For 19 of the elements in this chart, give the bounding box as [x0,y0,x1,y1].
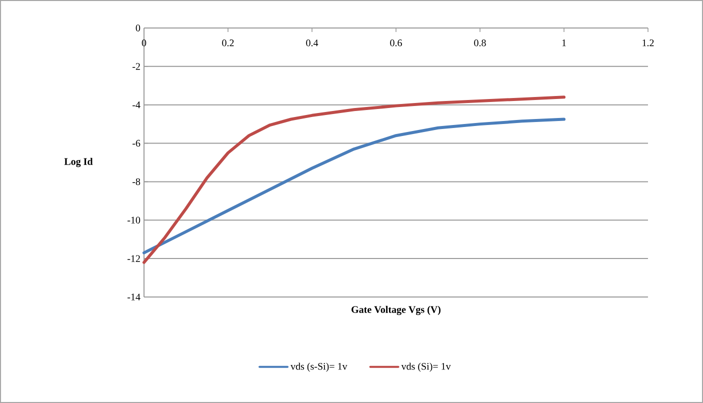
x-tick-label: 1.2 [642,40,654,46]
y-tick-label: -8 [132,178,140,186]
x-tick-label: 0.8 [474,40,486,46]
legend-label: vds (Si)= 1v [401,362,451,372]
y-tick-label: -2 [132,63,140,70]
y-axis-title: Log Id [64,158,93,168]
x-tick-label: 0.2 [222,40,234,46]
x-tick-label: 1 [562,40,566,46]
y-tick-label: -10 [128,216,140,224]
x-axis-title: Gate Voltage Vgs (V) [352,306,440,316]
x-tick-label: 0 [142,40,146,46]
y-tick-label: -6 [132,140,140,147]
y-tick-label: 0 [136,24,140,32]
y-tick-label: -12 [128,255,140,262]
legend-label: vds (s-Si)= 1v [290,362,348,372]
y-tick-label: -14 [128,294,140,300]
x-tick-label: 0.6 [390,40,402,46]
x-tick-label: 0.4 [306,40,318,46]
y-tick-label: -4 [132,102,140,108]
